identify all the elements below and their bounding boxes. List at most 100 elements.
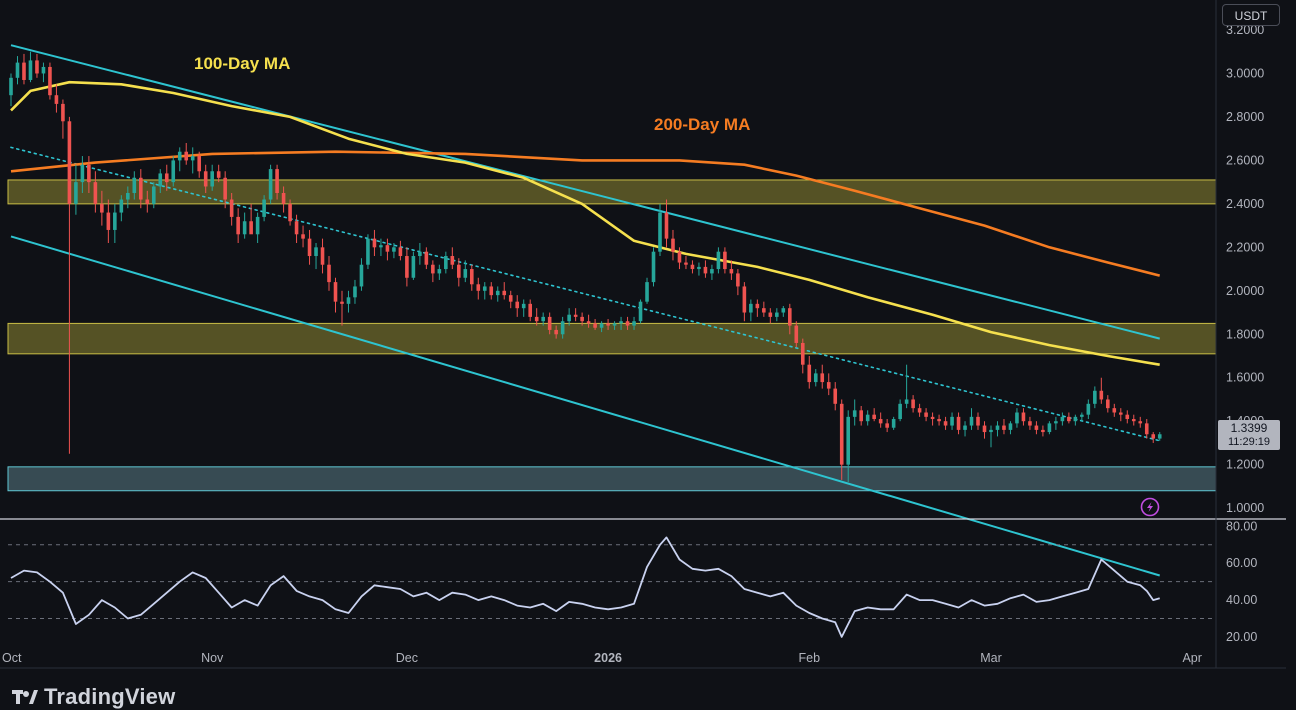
candle[interactable]	[145, 190, 150, 213]
candle[interactable]	[158, 169, 163, 193]
candle[interactable]	[15, 56, 20, 85]
candle[interactable]	[989, 425, 993, 448]
candle[interactable]	[736, 269, 740, 296]
candle[interactable]	[541, 312, 545, 326]
candle[interactable]	[937, 414, 941, 426]
candle[interactable]	[826, 373, 831, 396]
candle[interactable]	[599, 321, 604, 333]
candle[interactable]	[625, 316, 630, 330]
candle[interactable]	[846, 410, 851, 483]
candle[interactable]	[476, 277, 481, 300]
candle[interactable]	[651, 247, 656, 287]
candle[interactable]	[690, 260, 695, 274]
candle[interactable]	[61, 99, 65, 139]
candles-layer[interactable]	[9, 51, 1162, 483]
candle[interactable]	[508, 290, 513, 309]
candle[interactable]	[190, 147, 195, 174]
candle[interactable]	[1021, 408, 1026, 426]
candle[interactable]	[457, 258, 461, 287]
candle[interactable]	[431, 260, 435, 283]
candle[interactable]	[9, 73, 13, 107]
candle[interactable]	[573, 308, 578, 322]
candle[interactable]	[132, 171, 137, 200]
candle[interactable]	[813, 369, 818, 387]
lightning-icon[interactable]	[1140, 497, 1160, 517]
candle[interactable]	[463, 260, 468, 283]
candle[interactable]	[502, 282, 507, 300]
candle[interactable]	[469, 264, 474, 291]
candle[interactable]	[424, 247, 429, 270]
candle[interactable]	[521, 299, 526, 317]
candle[interactable]	[891, 416, 896, 430]
candle[interactable]	[684, 256, 688, 270]
candle[interactable]	[755, 299, 760, 317]
candle[interactable]	[450, 247, 455, 270]
candle[interactable]	[28, 51, 33, 83]
candle[interactable]	[307, 229, 312, 265]
candle[interactable]	[1041, 425, 1045, 437]
candle[interactable]	[1118, 408, 1123, 422]
candle[interactable]	[800, 338, 805, 374]
candle[interactable]	[346, 290, 351, 313]
candle[interactable]	[340, 290, 344, 326]
candle[interactable]	[320, 238, 325, 274]
candle[interactable]	[852, 399, 857, 426]
candle[interactable]	[1138, 416, 1143, 428]
candle[interactable]	[697, 262, 701, 276]
candle[interactable]	[275, 164, 279, 200]
candle[interactable]	[904, 364, 909, 409]
candle[interactable]	[171, 156, 176, 187]
candle[interactable]	[976, 412, 980, 430]
candle[interactable]	[1125, 410, 1130, 424]
candle[interactable]	[969, 408, 974, 430]
candle[interactable]	[1157, 432, 1162, 441]
candle[interactable]	[1131, 414, 1136, 426]
candle[interactable]	[482, 282, 487, 300]
candle[interactable]	[917, 403, 922, 417]
candle[interactable]	[385, 238, 390, 261]
candle[interactable]	[379, 238, 383, 257]
candle[interactable]	[885, 419, 889, 433]
candle[interactable]	[359, 258, 364, 291]
candle[interactable]	[93, 171, 98, 213]
candle[interactable]	[398, 240, 403, 261]
candle[interactable]	[294, 214, 299, 243]
candle[interactable]	[930, 412, 935, 426]
candle[interactable]	[567, 308, 571, 326]
candle[interactable]	[859, 405, 863, 426]
candle[interactable]	[839, 399, 844, 480]
candle[interactable]	[437, 264, 442, 280]
candle[interactable]	[151, 182, 156, 209]
candle[interactable]	[67, 116, 72, 454]
candle[interactable]	[392, 242, 396, 259]
candle[interactable]	[1034, 421, 1039, 435]
candle[interactable]	[593, 319, 597, 330]
candle[interactable]	[353, 279, 357, 304]
candle[interactable]	[411, 251, 416, 280]
candle[interactable]	[794, 321, 799, 348]
candle[interactable]	[1093, 386, 1097, 409]
candle[interactable]	[677, 247, 682, 270]
candle[interactable]	[554, 325, 558, 339]
currency-selector[interactable]: USDT	[1222, 4, 1280, 26]
candle[interactable]	[963, 421, 967, 437]
candle[interactable]	[528, 299, 532, 322]
candle[interactable]	[288, 199, 292, 226]
candle[interactable]	[139, 169, 143, 209]
candle[interactable]	[54, 84, 59, 113]
candle[interactable]	[878, 412, 883, 428]
candle[interactable]	[716, 247, 721, 274]
candle[interactable]	[664, 199, 669, 248]
candle[interactable]	[729, 260, 734, 280]
candle[interactable]	[333, 277, 338, 313]
candle[interactable]	[495, 286, 500, 302]
candle[interactable]	[606, 319, 610, 330]
candle[interactable]	[444, 251, 448, 274]
candle[interactable]	[1151, 432, 1156, 443]
candle[interactable]	[534, 308, 539, 326]
candle[interactable]	[1067, 412, 1071, 424]
candle[interactable]	[184, 143, 189, 165]
candle[interactable]	[1099, 377, 1104, 404]
candle[interactable]	[301, 225, 305, 248]
candle[interactable]	[100, 190, 104, 226]
